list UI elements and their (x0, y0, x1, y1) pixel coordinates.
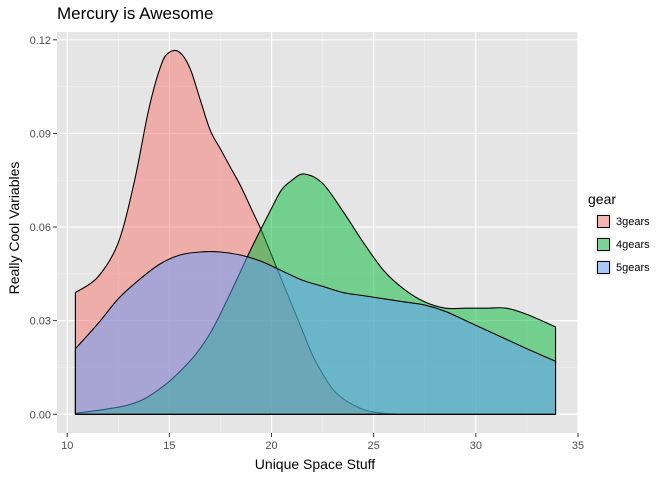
legend-item-4gears: 4gears (588, 233, 650, 256)
density-area-5gears (74, 251, 557, 415)
chart-title: Mercury is Awesome (57, 4, 214, 23)
axis-ticks (53, 39, 579, 437)
x-tick-label: 15 (163, 440, 175, 452)
y-tick-label: 0.00 (30, 409, 51, 421)
y-tick-label: 0.09 (30, 128, 51, 140)
x-tick-label: 35 (572, 440, 584, 452)
legend-item-5gears: 5gears (588, 256, 650, 279)
x-tick-label: 20 (265, 440, 277, 452)
y-tick-label: 0.12 (30, 35, 51, 47)
legend-key (595, 236, 612, 253)
axis-tick-labels: 10 15 20 25 30 35 0.00 0.03 0.06 0.09 0.12 (30, 35, 585, 452)
series-layer (74, 49, 557, 415)
legend: gear 3gears 4gears 5gears (588, 191, 650, 279)
x-axis-title: Unique Space Stuff (254, 456, 376, 472)
legend-label: 3gears (616, 215, 650, 228)
x-tick-label: 10 (61, 440, 73, 452)
legend-title: gear (588, 191, 617, 207)
y-tick-label: 0.03 (30, 316, 51, 328)
legend-label: 4gears (616, 238, 650, 251)
legend-swatch-4gears (597, 238, 610, 251)
legend-label: 5gears (616, 261, 650, 274)
legend-key (595, 213, 612, 230)
x-tick-label: 25 (368, 440, 380, 452)
y-tick-label: 0.06 (30, 222, 51, 234)
legend-swatch-5gears (597, 261, 610, 274)
legend-item-3gears: 3gears (588, 210, 650, 233)
legend-key (595, 259, 612, 276)
legend-swatch-3gears (597, 215, 610, 228)
x-tick-label: 30 (470, 440, 482, 452)
